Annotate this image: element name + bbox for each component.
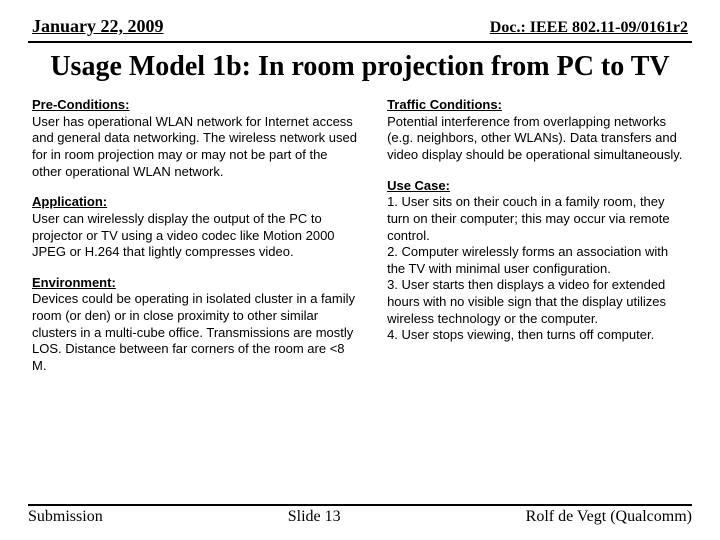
slide-title: Usage Model 1b: In room projection from … xyxy=(48,51,672,83)
footer-left: Submission xyxy=(28,508,103,526)
traffic-body: Potential interference from overlapping … xyxy=(387,114,682,162)
slide-container: January 22, 2009 Doc.: IEEE 802.11-09/01… xyxy=(0,0,720,540)
header-rule xyxy=(28,41,692,43)
footer: Submission Slide 13 Rolf de Vegt (Qualco… xyxy=(28,504,692,526)
footer-row: Submission Slide 13 Rolf de Vegt (Qualco… xyxy=(28,508,692,526)
content-columns: Pre-Conditions: User has operational WLA… xyxy=(28,97,692,388)
slide-date: January 22, 2009 xyxy=(32,16,164,37)
traffic-label: Traffic Conditions: xyxy=(387,97,688,114)
header-row: January 22, 2009 Doc.: IEEE 802.11-09/01… xyxy=(28,16,692,37)
preconditions-label: Pre-Conditions: xyxy=(32,97,359,114)
preconditions-body: User has operational WLAN network for In… xyxy=(32,114,357,179)
environment-section: Environment: Devices could be operating … xyxy=(32,275,359,375)
application-label: Application: xyxy=(32,194,359,211)
left-column: Pre-Conditions: User has operational WLA… xyxy=(32,97,359,388)
usecase-section: Use Case: 1. User sits on their couch in… xyxy=(387,178,688,344)
footer-right: Rolf de Vegt (Qualcomm) xyxy=(526,508,692,526)
environment-label: Environment: xyxy=(32,275,359,292)
footer-rule xyxy=(28,504,692,506)
environment-body: Devices could be operating in isolated c… xyxy=(32,291,355,373)
usecase-step-2: 2. Computer wirelessly forms an associat… xyxy=(387,244,668,276)
application-section: Application: User can wirelessly display… xyxy=(32,194,359,261)
usecase-label: Use Case: xyxy=(387,178,688,195)
usecase-step-4: 4. User stops viewing, then turns off co… xyxy=(387,327,654,342)
doc-reference: Doc.: IEEE 802.11-09/0161r2 xyxy=(490,19,688,37)
right-column: Traffic Conditions: Potential interferen… xyxy=(387,97,688,388)
usecase-step-1: 1. User sits on their couch in a family … xyxy=(387,194,670,242)
preconditions-section: Pre-Conditions: User has operational WLA… xyxy=(32,97,359,180)
footer-center: Slide 13 xyxy=(288,508,341,526)
application-body: User can wirelessly display the output o… xyxy=(32,211,335,259)
traffic-section: Traffic Conditions: Potential interferen… xyxy=(387,97,688,164)
usecase-step-3: 3. User starts then displays a video for… xyxy=(387,277,666,325)
